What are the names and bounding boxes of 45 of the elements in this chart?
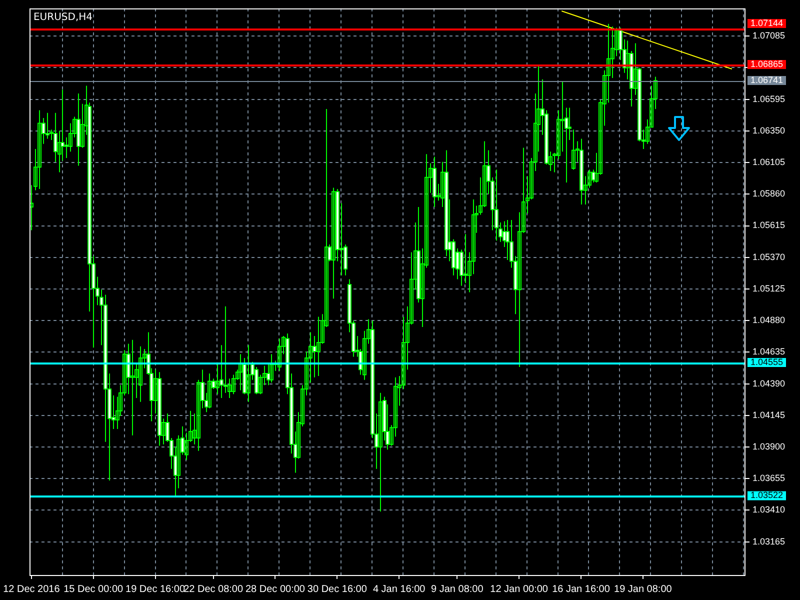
- ref-line-label: 1.07144: [750, 18, 784, 28]
- ref-line-label: 1.06741: [750, 74, 784, 85]
- y-tick-label: 1.06595: [752, 94, 786, 104]
- y-tick-label: 1.04635: [752, 346, 786, 357]
- y-tick-label: 1.05370: [752, 252, 786, 262]
- ref-line-label: 1.06865: [750, 59, 784, 69]
- candlestick: [246, 344, 250, 402]
- ref-line-label: 1.04555: [750, 356, 784, 367]
- y-tick-label: 1.04145: [752, 410, 786, 420]
- candlestick: [208, 372, 212, 409]
- x-tick-label: 16 Jan 16:00: [552, 584, 610, 595]
- y-tick-label: 1.03655: [752, 473, 786, 484]
- ref-line-label: 1.03522: [750, 490, 784, 500]
- candlestick: [378, 392, 382, 512]
- x-tick-label: 4 Jan 16:00: [372, 584, 426, 595]
- x-tick-label: 19 Dec 16:00: [126, 584, 186, 595]
- x-tick-label: 30 Dec 16:00: [307, 584, 368, 595]
- candlestick: [130, 339, 134, 436]
- x-tick-label: 12 Jan 00:00: [490, 584, 548, 595]
- y-tick-label: 1.07085: [752, 30, 786, 41]
- candlestick: [316, 316, 320, 377]
- candlestick: [270, 354, 274, 383]
- candlestick: [278, 338, 282, 372]
- x-tick-label: 9 Jan 08:00: [431, 584, 484, 595]
- x-tick-label: 12 Dec 2016: [3, 584, 60, 595]
- candlestick: [572, 129, 576, 170]
- y-tick-label: 1.04390: [752, 378, 786, 388]
- y-tick-label: 1.03165: [752, 536, 786, 546]
- y-tick-label: 1.03900: [752, 441, 786, 452]
- y-tick-label: 1.06105: [752, 157, 786, 168]
- y-tick-label: 1.06350: [752, 125, 786, 136]
- candlestick: [332, 187, 336, 300]
- x-tick-label: 19 Jan 08:00: [614, 584, 672, 595]
- y-tick-label: 1.05125: [752, 283, 786, 294]
- x-tick-label: 15 Dec 00:00: [64, 584, 124, 595]
- y-tick-label: 1.05860: [752, 188, 786, 199]
- chart-title: EURUSD,H4: [33, 12, 93, 23]
- x-tick-label: 22 Dec 08:00: [184, 584, 244, 595]
- y-tick-label: 1.03410: [752, 504, 786, 515]
- candlestick: [38, 110, 42, 190]
- candlestick: [238, 354, 242, 391]
- y-tick-label: 1.04880: [752, 315, 786, 326]
- x-tick-label: 28 Dec 00:00: [245, 584, 306, 595]
- y-tick-label: 1.05615: [752, 220, 786, 230]
- candlestick: [138, 346, 142, 402]
